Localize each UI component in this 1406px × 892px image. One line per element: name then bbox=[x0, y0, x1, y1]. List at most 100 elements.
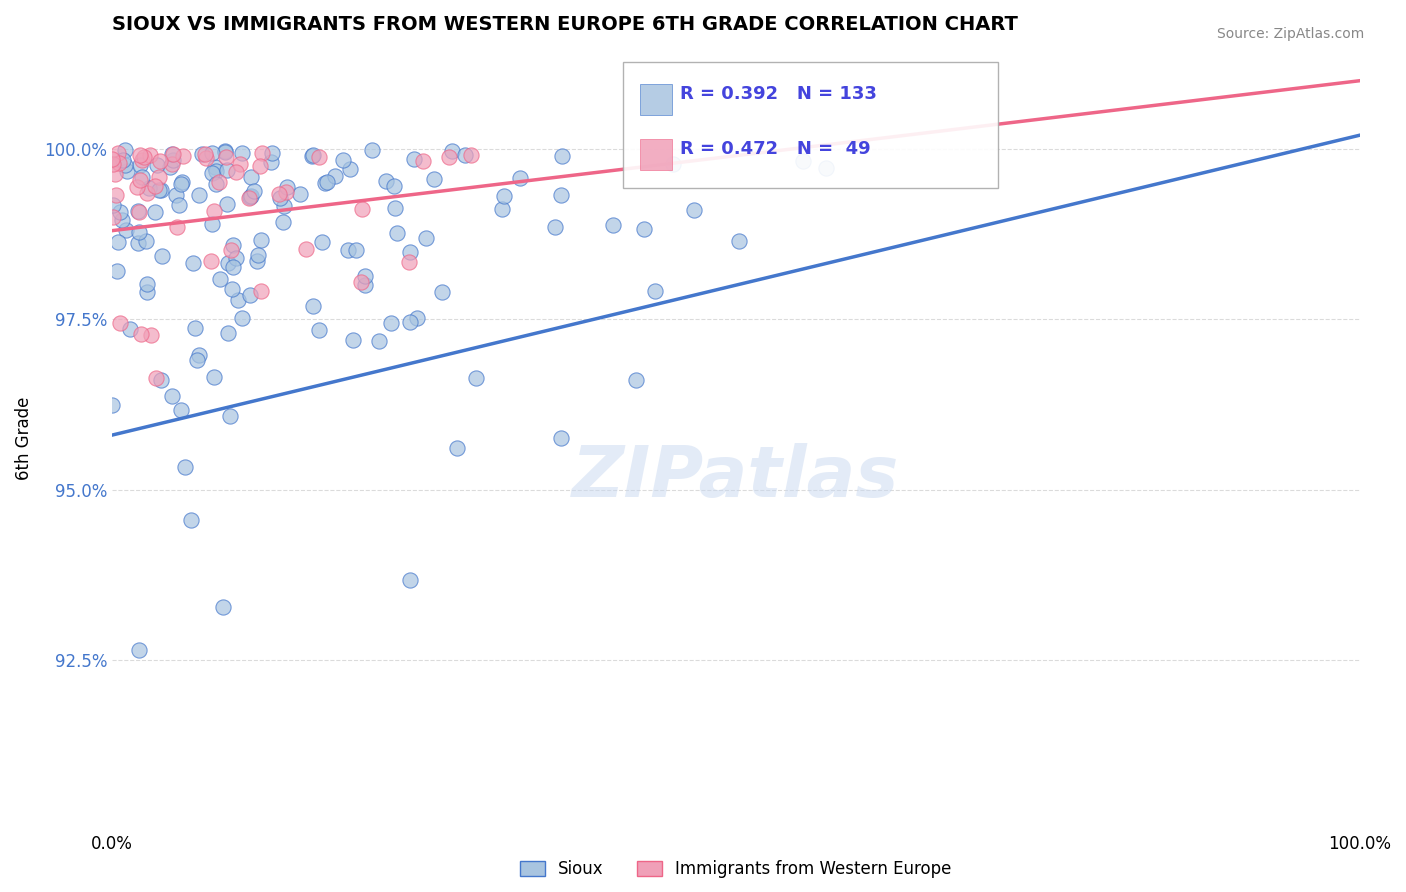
Point bbox=[728, 235, 751, 249]
Point bbox=[246, 253, 269, 268]
Point bbox=[633, 222, 655, 236]
Point bbox=[815, 161, 838, 175]
Point bbox=[339, 162, 361, 177]
Point bbox=[238, 191, 260, 205]
Point bbox=[273, 215, 295, 229]
Point bbox=[412, 154, 434, 169]
Point bbox=[162, 153, 184, 168]
Point bbox=[342, 333, 364, 347]
Point bbox=[683, 203, 706, 218]
Point bbox=[183, 256, 205, 270]
Point bbox=[139, 148, 162, 162]
Point bbox=[550, 431, 572, 445]
Point bbox=[183, 321, 205, 335]
Point bbox=[162, 157, 184, 171]
Point bbox=[202, 204, 225, 219]
Point bbox=[337, 244, 360, 258]
Point bbox=[249, 233, 271, 247]
Point bbox=[225, 251, 247, 265]
Point bbox=[148, 182, 170, 196]
Text: SIOUX VS IMMIGRANTS FROM WESTERN EUROPE 6TH GRADE CORRELATION CHART: SIOUX VS IMMIGRANTS FROM WESTERN EUROPE … bbox=[112, 15, 1018, 34]
Text: Source: ZipAtlas.com: Source: ZipAtlas.com bbox=[1216, 27, 1364, 41]
Point bbox=[129, 173, 152, 187]
Point bbox=[226, 293, 249, 307]
Point bbox=[212, 599, 235, 614]
Point bbox=[423, 172, 446, 186]
Point bbox=[201, 217, 224, 231]
Point bbox=[101, 210, 124, 224]
Point bbox=[107, 156, 129, 170]
Point bbox=[260, 145, 283, 160]
Point bbox=[352, 202, 374, 217]
Point bbox=[368, 334, 391, 348]
Point bbox=[149, 183, 172, 197]
Point bbox=[114, 143, 136, 157]
Point bbox=[148, 170, 170, 185]
Point bbox=[387, 226, 409, 240]
Point bbox=[136, 186, 159, 201]
Point bbox=[214, 145, 236, 159]
Point bbox=[127, 204, 149, 219]
Point bbox=[135, 234, 157, 248]
Point bbox=[239, 190, 262, 204]
Point bbox=[551, 148, 574, 162]
Point bbox=[135, 277, 157, 291]
Point bbox=[249, 159, 271, 173]
Point bbox=[128, 158, 150, 172]
Point bbox=[135, 285, 157, 299]
Point bbox=[190, 146, 212, 161]
Point bbox=[239, 170, 262, 185]
Point bbox=[323, 169, 346, 183]
Text: R = 0.392   N = 133: R = 0.392 N = 133 bbox=[679, 85, 876, 103]
Point bbox=[214, 145, 236, 159]
Point bbox=[222, 238, 245, 252]
Point bbox=[350, 275, 373, 289]
Legend: Sioux, Immigrants from Western Europe: Sioux, Immigrants from Western Europe bbox=[513, 854, 959, 885]
Point bbox=[172, 175, 194, 189]
Point bbox=[217, 163, 239, 178]
Point bbox=[273, 199, 295, 213]
Point bbox=[243, 184, 266, 198]
Point bbox=[492, 189, 515, 203]
Point bbox=[509, 170, 531, 185]
Point bbox=[308, 150, 330, 164]
Point bbox=[131, 153, 153, 168]
Point bbox=[129, 326, 152, 341]
Point bbox=[101, 156, 124, 170]
Point bbox=[231, 145, 253, 160]
Point bbox=[269, 187, 291, 202]
Point bbox=[644, 285, 666, 299]
Point bbox=[464, 371, 486, 385]
FancyBboxPatch shape bbox=[640, 84, 672, 115]
Point bbox=[446, 441, 468, 455]
Point bbox=[143, 204, 166, 219]
Point bbox=[662, 156, 685, 170]
Point bbox=[108, 316, 131, 330]
Point bbox=[250, 145, 273, 160]
Point bbox=[134, 150, 156, 164]
Point bbox=[105, 264, 128, 278]
Text: R = 0.472   N =  49: R = 0.472 N = 49 bbox=[679, 139, 870, 158]
Point bbox=[193, 146, 215, 161]
Point bbox=[186, 352, 208, 367]
Point bbox=[187, 187, 209, 202]
Point bbox=[550, 187, 572, 202]
Point bbox=[174, 459, 197, 474]
FancyBboxPatch shape bbox=[623, 62, 998, 187]
Y-axis label: 6th Grade: 6th Grade bbox=[15, 397, 32, 480]
Point bbox=[131, 170, 153, 185]
Point bbox=[374, 174, 396, 188]
Point bbox=[221, 281, 243, 295]
Point bbox=[231, 310, 253, 325]
Point bbox=[172, 149, 194, 163]
Point bbox=[269, 191, 291, 205]
Point bbox=[229, 157, 252, 171]
Point bbox=[454, 148, 477, 162]
Point bbox=[225, 164, 247, 178]
Point bbox=[146, 158, 169, 172]
Point bbox=[128, 205, 150, 219]
Point bbox=[201, 146, 224, 161]
Point bbox=[114, 158, 136, 172]
Point bbox=[441, 145, 464, 159]
Point bbox=[544, 220, 567, 235]
